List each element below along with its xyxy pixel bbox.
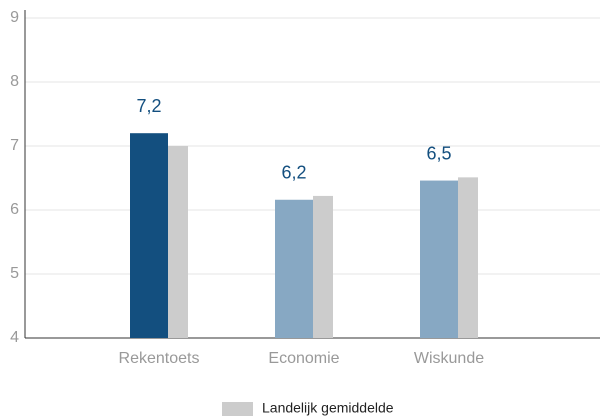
bar	[458, 177, 478, 338]
bar	[130, 133, 168, 338]
x-tick-label: Rekentoets	[119, 350, 200, 367]
bar	[313, 195, 333, 338]
data-label: 6,2	[281, 163, 306, 183]
legend-swatch	[222, 402, 253, 416]
y-tick-label: 9	[10, 9, 19, 26]
bar	[168, 146, 188, 338]
y-tick-label: 4	[10, 329, 19, 346]
y-tick-label: 8	[10, 73, 19, 90]
bar	[420, 180, 458, 338]
y-tick-label: 6	[10, 201, 19, 218]
bar	[275, 199, 313, 338]
x-tick-label: Wiskunde	[414, 350, 484, 367]
y-tick-label: 7	[10, 137, 19, 154]
data-label: 6,5	[426, 143, 451, 163]
x-tick-label: Economie	[268, 350, 339, 367]
legend-label: Landelijk gemiddelde	[262, 400, 394, 416]
y-tick-label: 5	[10, 265, 19, 282]
data-label: 7,2	[136, 96, 161, 116]
